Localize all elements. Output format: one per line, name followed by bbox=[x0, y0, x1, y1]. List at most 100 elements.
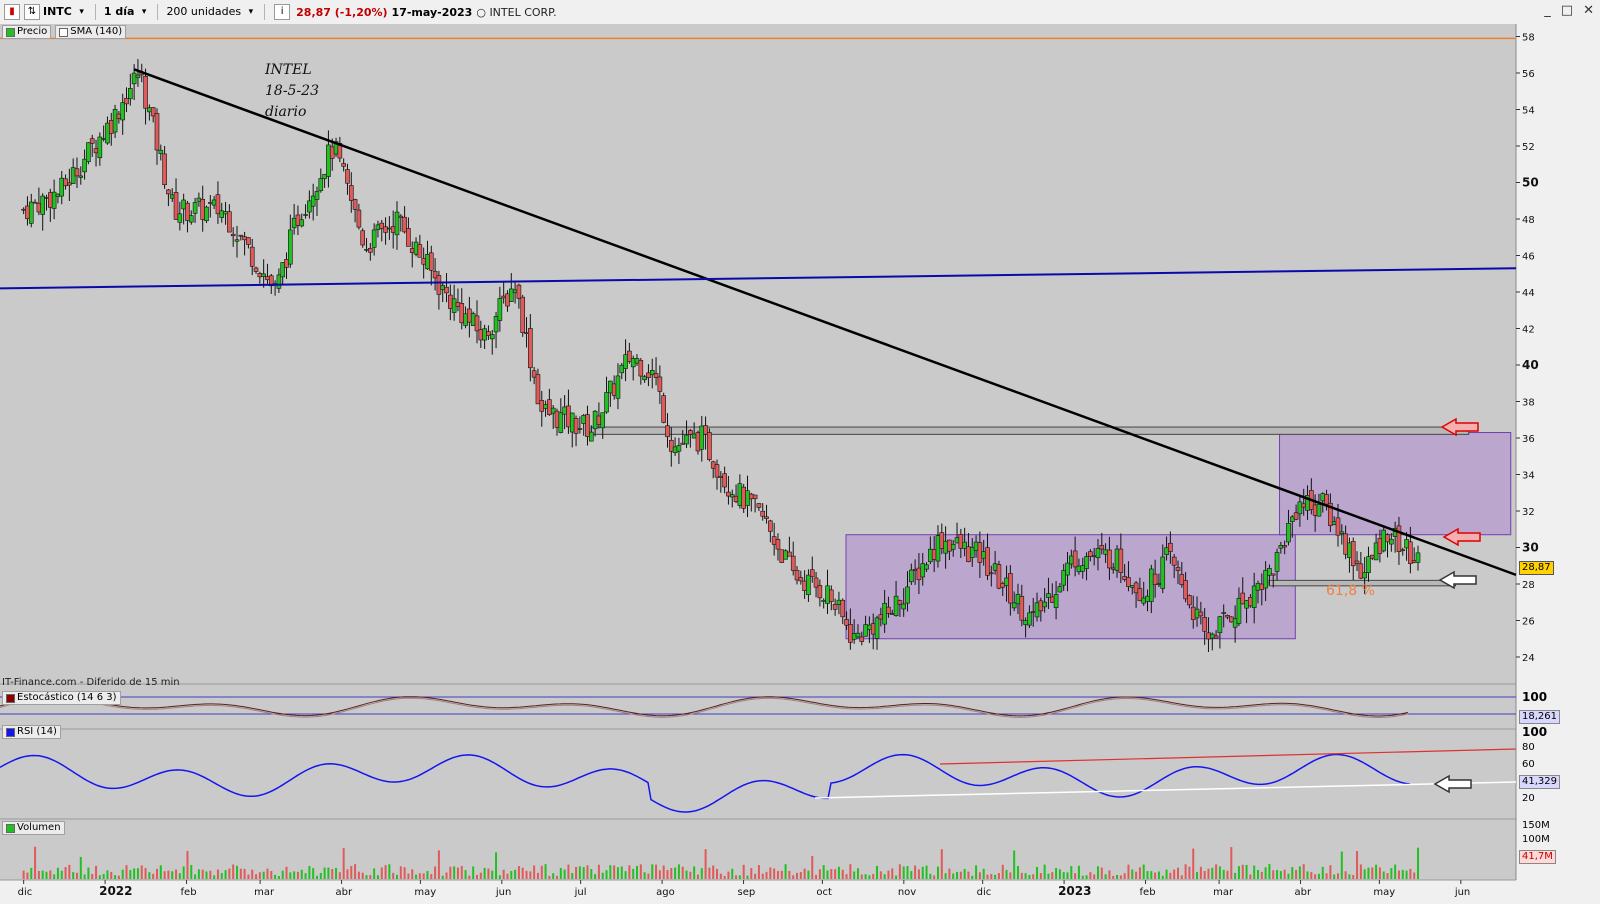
candle-body bbox=[985, 547, 990, 576]
price-legend-item[interactable]: Precio bbox=[2, 25, 52, 39]
candle-body bbox=[215, 194, 221, 215]
candle-body bbox=[493, 316, 499, 333]
sma-legend-item[interactable]: SMA (140) bbox=[55, 25, 127, 39]
candle-body bbox=[402, 216, 407, 233]
chart-type-icon[interactable]: ▮ bbox=[4, 4, 20, 20]
minimize-button[interactable]: _ bbox=[1544, 3, 1551, 18]
y-tick-label: 48 bbox=[1522, 215, 1535, 226]
candle-body bbox=[1015, 594, 1021, 605]
candle-body bbox=[790, 555, 796, 571]
y-tick-label: 56 bbox=[1522, 69, 1535, 80]
candle-body bbox=[1061, 570, 1066, 586]
candle-body bbox=[1049, 596, 1055, 603]
candle-body bbox=[825, 585, 830, 604]
candle-body bbox=[211, 199, 217, 206]
candle-body bbox=[444, 286, 449, 294]
candle-body bbox=[600, 412, 606, 429]
y-tick-label: 42 bbox=[1522, 325, 1535, 336]
candle-body bbox=[428, 252, 434, 271]
candle-body bbox=[585, 414, 590, 437]
axis-background bbox=[1516, 24, 1600, 880]
candle-body bbox=[463, 313, 468, 326]
y-tick-label: 36 bbox=[1522, 434, 1535, 445]
x-tick-label: jul bbox=[574, 887, 587, 898]
volume-legend-item[interactable]: Volumen bbox=[2, 821, 65, 835]
candle-body bbox=[489, 334, 495, 340]
candle-body bbox=[261, 273, 266, 277]
candle-body bbox=[729, 494, 735, 498]
candle-body bbox=[611, 383, 617, 396]
units-select[interactable]: 200 unidades bbox=[163, 4, 255, 20]
candle-body bbox=[1339, 531, 1345, 534]
candle-body bbox=[1107, 549, 1112, 569]
candle-body bbox=[55, 193, 61, 197]
chart-canvas[interactable]: 5856545250484644424038363432302826241001… bbox=[0, 24, 1600, 904]
candle-body bbox=[181, 199, 186, 210]
candle-body bbox=[855, 632, 861, 638]
candle-body bbox=[1206, 632, 1211, 640]
candle-body bbox=[249, 246, 255, 267]
candle-body bbox=[150, 107, 156, 117]
separator bbox=[264, 4, 266, 20]
candle-body bbox=[257, 273, 263, 278]
candle-body bbox=[916, 567, 922, 581]
candle-body bbox=[638, 360, 644, 377]
sma-legend-label: SMA (140) bbox=[70, 26, 123, 37]
maximize-button[interactable]: □ bbox=[1560, 3, 1574, 18]
candle-body bbox=[1141, 597, 1146, 604]
candle-body bbox=[821, 599, 826, 602]
candle-body bbox=[832, 603, 838, 610]
candle-body bbox=[912, 568, 918, 571]
price-legend-label: Precio bbox=[17, 26, 48, 37]
candle-body bbox=[421, 258, 426, 265]
candle-body bbox=[928, 548, 933, 562]
candle-body bbox=[295, 214, 301, 226]
toolbar: ▮ ⇅ INTC 1 día 200 unidades i 28,87 (-1,… bbox=[0, 0, 1600, 25]
white-arrow-rsi bbox=[1433, 774, 1472, 794]
info-icon[interactable]: i bbox=[274, 4, 291, 20]
candle-body bbox=[204, 206, 209, 222]
candle-body bbox=[764, 516, 769, 519]
candle-body bbox=[310, 195, 316, 207]
rsi-legend-item[interactable]: RSI (14) bbox=[2, 725, 61, 739]
y-tick-label: 58 bbox=[1522, 33, 1535, 44]
candle-body bbox=[158, 149, 164, 154]
y-tick-label: 50 bbox=[1522, 176, 1539, 190]
candle-body bbox=[1251, 585, 1257, 608]
candle-body bbox=[383, 226, 388, 233]
candle-body bbox=[478, 329, 484, 341]
close-button[interactable]: ✕ bbox=[1583, 3, 1594, 18]
candle-body bbox=[577, 428, 583, 430]
candle-body bbox=[387, 227, 392, 230]
candle-body bbox=[1400, 549, 1406, 552]
candle-body bbox=[1404, 539, 1409, 549]
candle-body bbox=[455, 301, 461, 307]
candle-body bbox=[1190, 606, 1196, 620]
price-change: 28,87 (-1,20%) bbox=[296, 5, 388, 19]
candle-body bbox=[86, 142, 91, 163]
candle-body bbox=[863, 624, 868, 637]
candle-body bbox=[497, 298, 503, 321]
stoch-legend-item[interactable]: Estocástico (14 6 3) bbox=[2, 691, 121, 705]
candle-body bbox=[836, 599, 842, 605]
candle-body bbox=[322, 174, 327, 179]
x-tick-label: jun bbox=[1454, 887, 1470, 898]
rsi-swatch bbox=[6, 727, 15, 737]
candle-body bbox=[943, 540, 948, 554]
candle-body bbox=[40, 195, 45, 215]
candle-body bbox=[512, 289, 518, 294]
candle-body bbox=[1209, 633, 1215, 639]
candle-body bbox=[1145, 595, 1150, 602]
candle-body bbox=[1133, 582, 1139, 594]
candle-body bbox=[436, 275, 442, 295]
interval-select[interactable]: 1 día bbox=[101, 4, 149, 20]
symbol-select[interactable]: INTC bbox=[40, 4, 86, 20]
candle-body bbox=[973, 541, 979, 551]
candle-body bbox=[886, 606, 891, 614]
compare-icon[interactable]: ⇅ bbox=[24, 4, 40, 20]
candle-body bbox=[448, 294, 453, 309]
candle-body bbox=[1289, 516, 1295, 522]
y-tick-label: 44 bbox=[1522, 288, 1535, 299]
rsi-legend-label: RSI (14) bbox=[17, 726, 57, 737]
candle-body bbox=[897, 600, 903, 605]
